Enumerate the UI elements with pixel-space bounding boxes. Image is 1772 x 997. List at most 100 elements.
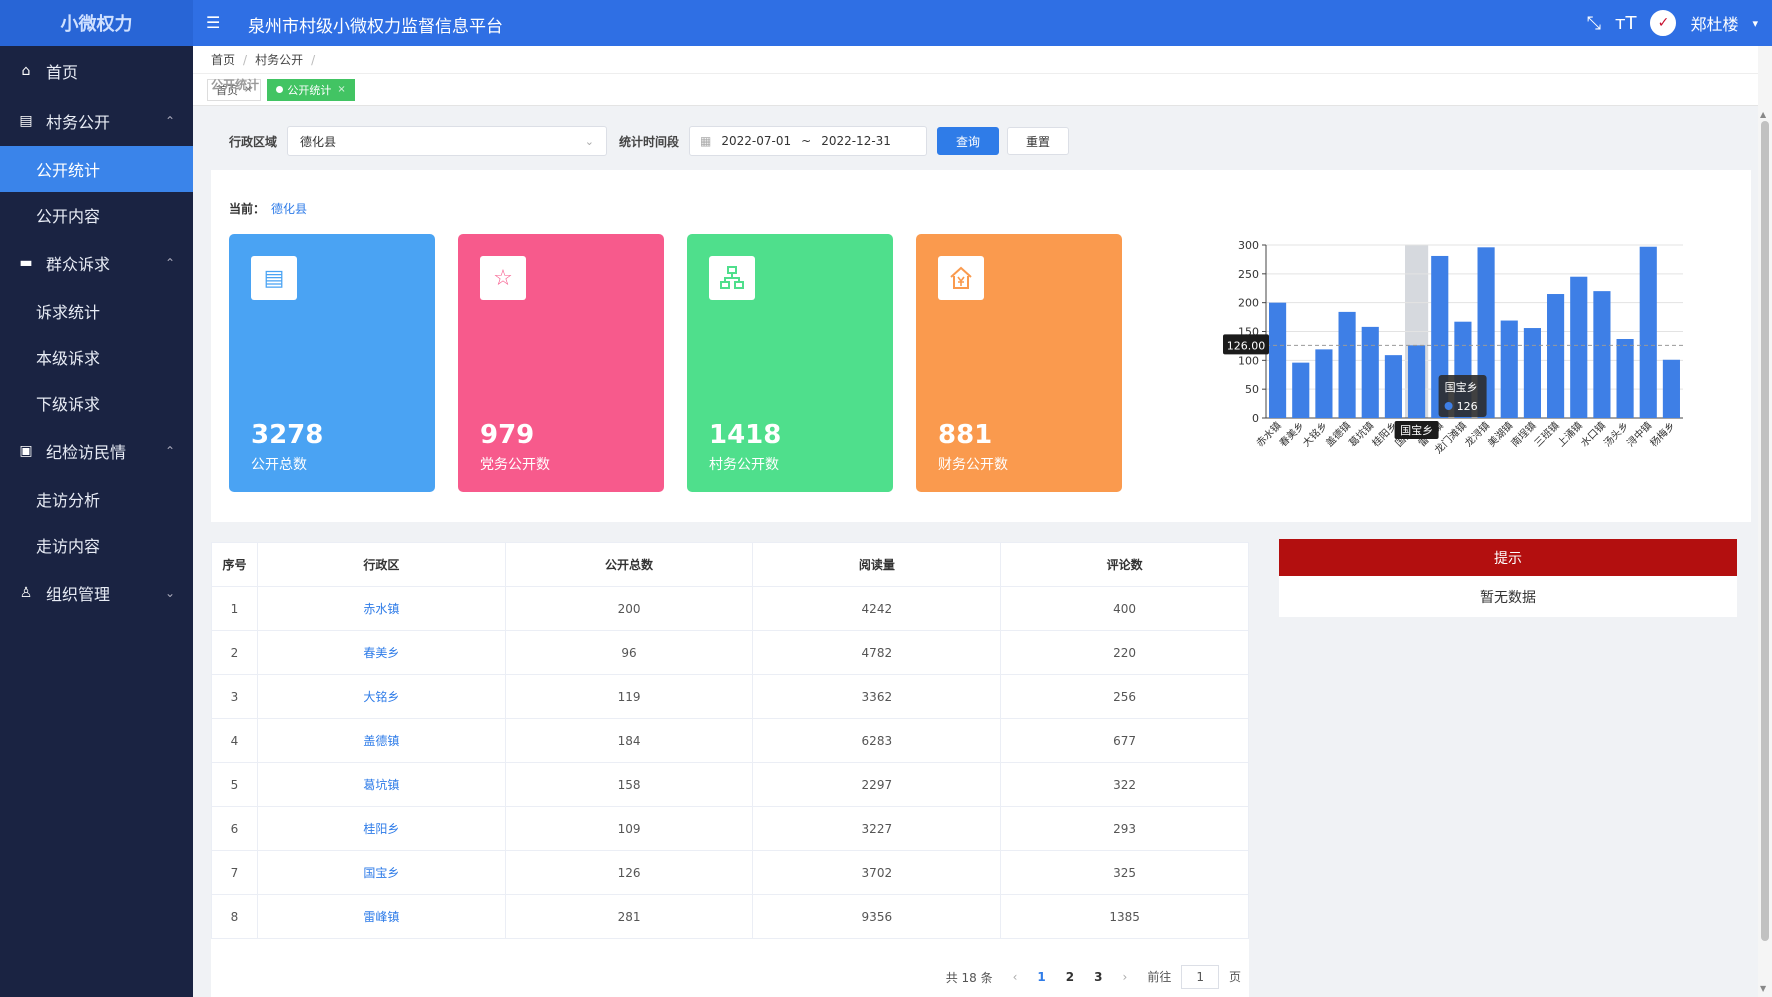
page-2[interactable]: 2 (1065, 970, 1075, 984)
breadcrumb-current: 公开统计 (211, 78, 260, 92)
sidebar-item-local-appeals[interactable]: 本级诉求 (36, 349, 101, 368)
document-icon: ▤ (251, 256, 297, 300)
query-button[interactable]: 查询 (937, 127, 1000, 155)
yen-house-icon (938, 256, 984, 300)
sidebar-item-village-affairs[interactable]: ▤ 村务公开 ⌃ (0, 96, 193, 146)
table-cell: 4242 (752, 586, 1002, 631)
table-cell: 200 (504, 586, 754, 631)
close-icon[interactable]: × (244, 84, 253, 95)
avatar-icon[interactable]: ✓ (1650, 10, 1677, 36)
table-row: 6 桂阳乡 109 3227 293 (211, 806, 1249, 851)
region-link[interactable]: 雷峰镇 (256, 894, 506, 939)
chart-tooltip-value: 126 (1457, 400, 1478, 413)
region-link[interactable]: 赤水镇 (256, 586, 506, 631)
data-table: 序号 行政区 公开总数 阅读量 评论数 1 赤水镇 200 4242 400 2 春美乡 96… (211, 542, 1249, 939)
x-tick-label: 水口镇 (1578, 419, 1608, 449)
scroll-thumb[interactable] (1761, 121, 1769, 941)
prev-page-icon[interactable]: ‹ (1012, 970, 1018, 984)
shrink-icon[interactable]: ⤡ (1586, 12, 1601, 34)
x-tick-label: 上涌镇 (1554, 419, 1584, 449)
x-tick-label: 盖德镇 (1323, 419, 1353, 449)
sidebar-item-home[interactable]: ⌂ 首页 (0, 46, 193, 96)
sidebar-item-lower-appeals[interactable]: 下级诉求 (36, 395, 101, 414)
table-cell: 6 (211, 806, 258, 851)
username[interactable]: 郑杜楼 (1690, 15, 1739, 34)
region-link[interactable]: 春美乡 (256, 630, 506, 675)
chevron-down-icon[interactable]: ▾ (1752, 16, 1758, 30)
region-link[interactable]: 大铭乡 (256, 674, 506, 719)
breadcrumb-village-affairs[interactable]: 村务公开 (255, 53, 304, 67)
tab-label: 首页 (216, 83, 238, 97)
reset-button[interactable]: 重置 (1007, 127, 1070, 155)
sidebar-item-public-appeals[interactable]: ▬ 群众诉求 ⌃ (0, 238, 193, 288)
chart-bar (1361, 326, 1379, 418)
chart-bar (1269, 302, 1287, 418)
table-cell: 3702 (752, 850, 1002, 895)
sidebar-item-appeal-stats[interactable]: 诉求统计 (36, 303, 101, 322)
current-value[interactable]: 德化县 (271, 202, 308, 216)
page-scrollbar[interactable]: ▲ ▼ (1758, 46, 1772, 997)
sidebar-item-discipline-visits[interactable]: ▣ 纪检访民情 ⌃ (0, 426, 193, 476)
table-cell: 7 (211, 850, 258, 895)
table-row: 8 雷峰镇 281 9356 1385 (211, 894, 1249, 939)
region-link[interactable]: 盖德镇 (256, 718, 506, 763)
chart-bar (1616, 338, 1634, 418)
chart-bar (1523, 328, 1541, 418)
stat-card-village[interactable]: 1418 村务公开数 (687, 234, 893, 492)
region-link[interactable]: 葛坑镇 (256, 762, 506, 807)
sidebar-item-open-content[interactable]: 公开内容 (36, 207, 101, 226)
table-cell: 9356 (752, 894, 1002, 939)
page-3[interactable]: 3 (1094, 970, 1103, 984)
sidebar-item-visit-analysis[interactable]: 走访分析 (36, 491, 101, 510)
stat-card-party[interactable]: ☆ 979 党务公开数 (458, 234, 664, 492)
region-select[interactable]: 德化县 ⌄ (287, 126, 608, 156)
region-link[interactable]: 国宝乡 (256, 850, 506, 895)
table-cell: 2 (211, 630, 258, 675)
sidebar-item-org-management[interactable]: ♙ 组织管理 ⌄ (0, 568, 193, 618)
table-cell: 281 (504, 894, 754, 939)
breadcrumb-home[interactable]: 首页 (211, 53, 236, 67)
scroll-up-icon[interactable]: ▲ (1760, 110, 1767, 119)
table-cell: 325 (1000, 850, 1249, 895)
page-1[interactable]: 1 (1037, 970, 1046, 984)
sidebar-item-open-stats[interactable]: 公开统计 (0, 146, 193, 192)
sidebar-item-label: 组织管理 (46, 585, 111, 604)
chart-bar (1408, 345, 1426, 418)
tab-open-stats[interactable]: 公开统计 × (267, 78, 355, 101)
table-row: 4 盖德镇 184 6283 677 (211, 718, 1249, 763)
table-cell: 4782 (752, 630, 1002, 675)
stat-label: 财务公开数 (938, 457, 1008, 473)
region-value: 德化县 (300, 134, 337, 149)
date-start[interactable]: 2022-07-01 (721, 134, 792, 148)
close-icon[interactable]: × (337, 84, 346, 95)
top-bar: 小微权力 ☰ 泉州市村级小微权力监督信息平台 ⤡ ᴛT ✓ 郑杜楼 ▾ (0, 0, 1772, 46)
goto-page-input[interactable]: 1 (1181, 965, 1220, 989)
date-end[interactable]: 2022-12-31 (821, 134, 891, 148)
x-pointer-label: 国宝乡 (1400, 423, 1433, 437)
table-row: 1 赤水镇 200 4242 400 (211, 586, 1249, 631)
stat-card-finance[interactable]: 881 财务公开数 (916, 234, 1122, 492)
date-range-picker[interactable]: ▦ 2022-07-01 ~ 2022-12-31 (689, 126, 928, 156)
region-link[interactable]: 桂阳乡 (256, 806, 506, 851)
x-tick-label: 美湖镇 (1485, 419, 1515, 449)
tab-home[interactable]: 首页 × (207, 78, 262, 101)
font-size-icon[interactable]: ᴛT (1614, 12, 1637, 34)
table-cell: 400 (1000, 586, 1249, 631)
next-page-icon[interactable]: › (1122, 970, 1128, 984)
tags-bar: 首页 × 公开统计 × (193, 74, 1772, 106)
menu-toggle-icon[interactable]: ☰ (206, 13, 221, 32)
tab-label: 公开统计 (287, 83, 332, 97)
scroll-down-icon[interactable]: ▼ (1760, 984, 1767, 993)
bar-chart[interactable]: 050100150200250300赤水镇春美乡大铭乡盖德镇葛坑镇桂阳乡国宝乡雷… (1171, 220, 1691, 490)
col-header: 评论数 (1000, 542, 1249, 587)
chart-tooltip-marker (1444, 402, 1453, 410)
chevron-up-icon: ⌃ (164, 256, 175, 270)
sidebar-item-visit-content[interactable]: 走访内容 (36, 537, 101, 556)
stat-value: 3278 (251, 420, 324, 450)
x-tick-label: 春美乡 (1276, 419, 1306, 449)
chevron-down-icon: ⌄ (584, 134, 595, 148)
region-label: 行政区域 (229, 134, 278, 149)
stat-card-total[interactable]: ▤ 3278 公开总数 (229, 234, 435, 492)
chevron-up-icon: ⌃ (164, 444, 175, 458)
app-logo[interactable]: 小微权力 (0, 0, 193, 46)
